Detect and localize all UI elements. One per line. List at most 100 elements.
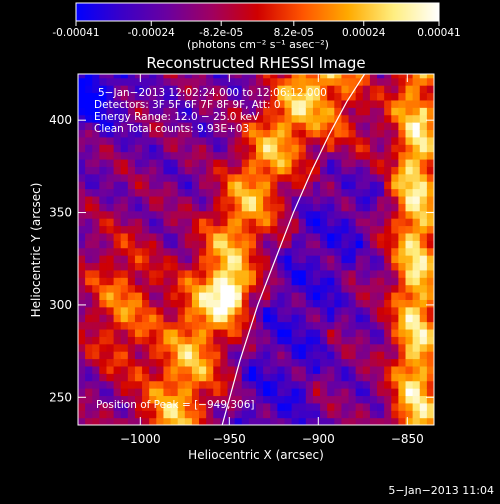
heatmap-cell bbox=[377, 351, 385, 360]
heatmap-cell bbox=[177, 262, 186, 271]
heatmap-cell bbox=[277, 203, 286, 212]
heatmap-cell bbox=[320, 210, 328, 219]
heatmap-cell bbox=[234, 262, 243, 271]
heatmap-cell bbox=[248, 262, 257, 271]
heatmap-cell bbox=[348, 388, 357, 397]
heatmap-cell bbox=[234, 99, 243, 108]
heatmap-cell bbox=[241, 232, 250, 241]
heatmap-cell bbox=[78, 358, 86, 367]
heatmap-cell bbox=[78, 284, 86, 293]
heatmap-cell bbox=[199, 151, 207, 160]
heatmap-cell bbox=[369, 144, 378, 153]
heatmap-cell bbox=[391, 181, 399, 190]
heatmap-cell bbox=[298, 74, 307, 79]
heatmap-cell bbox=[142, 343, 150, 352]
heatmap-cell bbox=[270, 328, 278, 337]
heatmap-cell bbox=[241, 203, 250, 212]
heatmap-cell bbox=[341, 351, 350, 360]
heatmap-cell bbox=[149, 299, 157, 308]
heatmap-cell bbox=[120, 99, 129, 108]
heatmap-cell bbox=[334, 122, 343, 131]
heatmap-cell bbox=[320, 144, 328, 153]
heatmap-cell bbox=[170, 122, 179, 131]
heatmap-cell bbox=[120, 351, 129, 360]
heatmap-cell bbox=[348, 284, 357, 293]
heatmap-cell bbox=[142, 74, 150, 79]
heatmap-cell bbox=[412, 321, 421, 330]
heatmap-cell bbox=[213, 314, 221, 323]
heatmap-cell bbox=[85, 195, 93, 204]
heatmap-cell bbox=[92, 299, 100, 308]
heatmap-cell bbox=[327, 218, 335, 227]
heatmap-cell bbox=[426, 107, 434, 116]
heatmap-cell bbox=[78, 321, 86, 330]
heatmap-cell bbox=[170, 314, 179, 323]
heatmap-cell bbox=[241, 262, 250, 271]
heatmap-cell bbox=[191, 232, 200, 241]
heatmap-cell bbox=[127, 210, 136, 219]
heatmap-cell bbox=[298, 410, 307, 419]
heatmap-cell bbox=[177, 122, 186, 131]
heatmap-cell bbox=[163, 188, 172, 197]
heatmap-cell bbox=[291, 122, 300, 131]
heatmap-cell bbox=[355, 99, 364, 108]
heatmap-cell bbox=[291, 114, 300, 123]
heatmap-cell bbox=[256, 129, 264, 138]
heatmap-cell bbox=[263, 92, 271, 101]
heatmap-cell bbox=[120, 299, 129, 308]
heatmap-cell bbox=[298, 365, 307, 374]
heatmap-cell bbox=[241, 247, 250, 256]
heatmap-cell bbox=[348, 195, 357, 204]
heatmap-cell bbox=[113, 195, 122, 204]
heatmap-cell bbox=[134, 107, 143, 116]
heatmap-cell bbox=[398, 291, 407, 300]
heatmap-cell bbox=[305, 232, 314, 241]
heatmap-cell bbox=[92, 107, 100, 116]
heatmap-cell bbox=[85, 291, 93, 300]
heatmap-cell bbox=[120, 262, 129, 271]
heatmap-cell bbox=[241, 373, 250, 382]
heatmap-cell bbox=[391, 402, 399, 411]
heatmap-cell bbox=[199, 77, 207, 86]
heatmap-cell bbox=[284, 144, 293, 153]
heatmap-cell bbox=[398, 247, 407, 256]
heatmap-cell bbox=[120, 277, 129, 286]
heatmap-cell bbox=[312, 247, 321, 256]
heatmap-cell bbox=[184, 277, 193, 286]
heatmap-cell bbox=[248, 181, 257, 190]
heatmap-cell bbox=[327, 210, 335, 219]
heatmap-cell bbox=[85, 144, 93, 153]
heatmap-cell bbox=[241, 410, 250, 419]
heatmap-cell bbox=[334, 218, 343, 227]
heatmap-cell bbox=[398, 343, 407, 352]
heatmap-cell bbox=[248, 129, 257, 138]
heatmap-cell bbox=[120, 284, 129, 293]
heatmap-cell bbox=[120, 225, 129, 234]
heatmap-cell bbox=[199, 188, 207, 197]
heatmap-cell bbox=[127, 158, 136, 167]
heatmap-cell bbox=[241, 77, 250, 86]
heatmap-cell bbox=[291, 188, 300, 197]
heatmap-cell bbox=[327, 144, 335, 153]
heatmap-cell bbox=[241, 158, 250, 167]
heatmap-cell bbox=[220, 410, 229, 419]
heatmap-cell bbox=[369, 395, 378, 404]
heatmap-cell bbox=[398, 99, 407, 108]
heatmap-cell bbox=[412, 92, 421, 101]
heatmap-cell bbox=[170, 240, 179, 249]
heatmap-cell bbox=[355, 173, 364, 182]
heatmap-cell bbox=[191, 74, 200, 79]
heatmap-cell bbox=[298, 114, 307, 123]
heatmap-cell bbox=[412, 380, 421, 389]
heatmap-cell bbox=[398, 129, 407, 138]
heatmap-cell bbox=[391, 114, 399, 123]
heatmap-cell bbox=[149, 173, 157, 182]
heatmap-cell bbox=[142, 158, 150, 167]
heatmap-cell bbox=[284, 299, 293, 308]
heatmap-cell bbox=[270, 136, 278, 145]
heatmap-cell bbox=[113, 306, 122, 315]
heatmap-cell bbox=[377, 373, 385, 382]
heatmap-cell bbox=[85, 166, 93, 175]
heatmap-cell bbox=[248, 158, 257, 167]
heatmap-cell bbox=[134, 85, 143, 94]
